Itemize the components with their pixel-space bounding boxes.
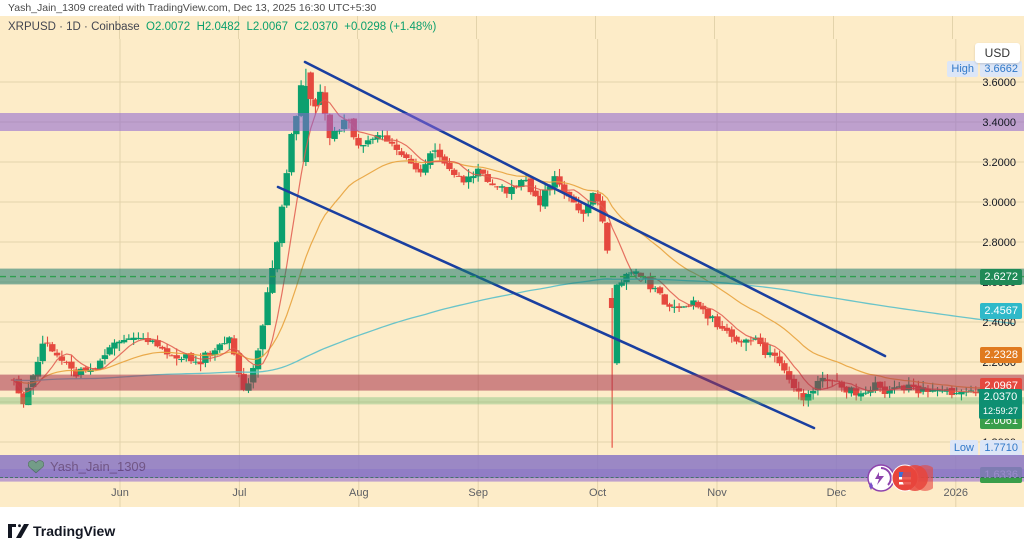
svg-text:TradingView: TradingView [33, 523, 115, 539]
